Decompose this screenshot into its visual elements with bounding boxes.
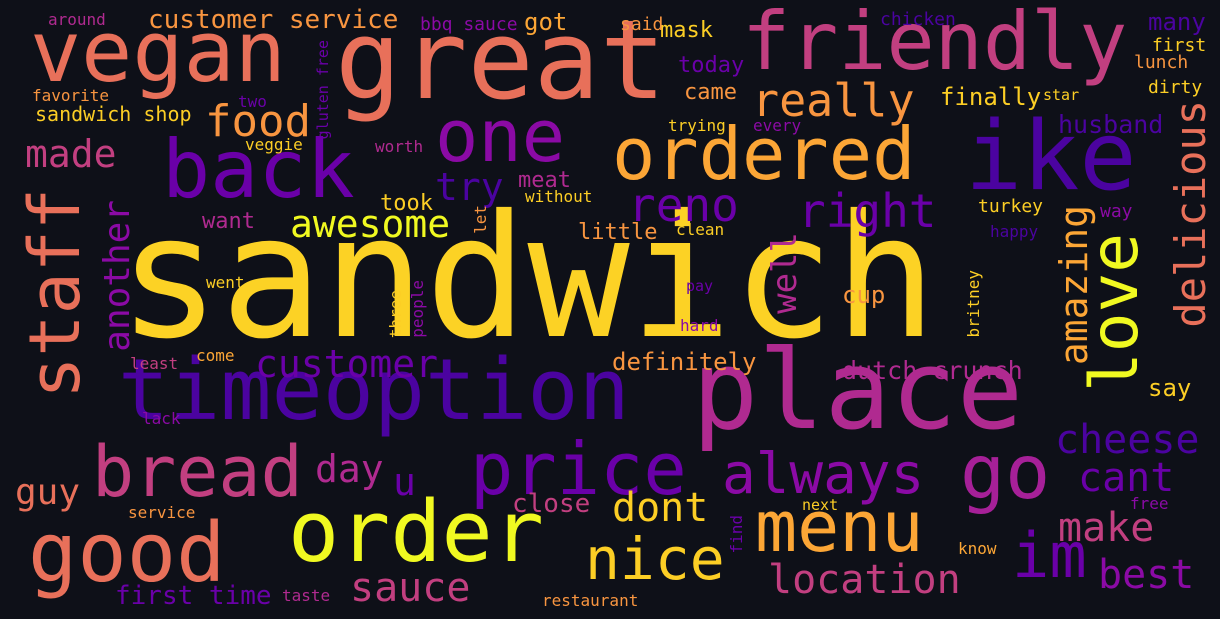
word-vegan: vegan xyxy=(30,3,286,102)
word-dont: dont xyxy=(612,485,709,531)
word-well: well xyxy=(765,232,805,314)
word-star: star xyxy=(1043,86,1080,104)
word-next: next xyxy=(802,496,839,514)
word-first-time: first time xyxy=(115,581,272,611)
word-around: around xyxy=(48,10,106,29)
word-restaurant: restaurant xyxy=(542,591,639,610)
word-hard: hard xyxy=(680,316,719,335)
word-guy: guy xyxy=(15,472,81,513)
word-make: make xyxy=(1058,505,1155,551)
word-try: try xyxy=(435,165,504,209)
word-got: got xyxy=(524,8,568,36)
word-another: another xyxy=(97,200,138,352)
word-little: little xyxy=(578,220,658,245)
word-first: first xyxy=(1152,35,1207,56)
word-took: took xyxy=(380,191,433,216)
word-meat: meat xyxy=(518,168,571,193)
word-sandwich: sandwich xyxy=(118,179,937,377)
word-service: service xyxy=(128,503,196,522)
word-many: many xyxy=(1148,8,1206,36)
word-two: two xyxy=(238,92,267,111)
word-taste: taste xyxy=(282,586,331,605)
word-went: went xyxy=(206,273,245,292)
word-lunch: lunch xyxy=(1134,52,1189,73)
word-know: know xyxy=(958,539,997,558)
word-dirty: dirty xyxy=(1148,77,1203,98)
word-made: made xyxy=(25,132,117,176)
word-great: great xyxy=(335,0,667,124)
word-people: people xyxy=(408,280,427,338)
word-nice: nice xyxy=(585,525,725,593)
word-cheese: cheese xyxy=(1055,417,1200,463)
word-awesome: awesome xyxy=(290,202,451,246)
word-today: today xyxy=(678,53,745,78)
word-cup: cup xyxy=(842,281,886,309)
word-reno: reno xyxy=(628,178,739,232)
word-back: back xyxy=(162,123,355,216)
word-come: come xyxy=(196,346,235,365)
word-food: food xyxy=(205,96,311,147)
word-ike: ike xyxy=(965,102,1137,212)
word-bbq-sauce: bbq sauce xyxy=(420,14,518,35)
word-ordered: ordered xyxy=(612,112,916,196)
word-came: came xyxy=(684,80,737,105)
word-happy: happy xyxy=(990,222,1039,241)
word-order: order xyxy=(288,483,544,582)
word-clean: clean xyxy=(676,220,725,239)
word-turkey: turkey xyxy=(978,196,1044,217)
word-best: best xyxy=(1098,552,1195,598)
word-friendly: friendly xyxy=(742,0,1128,88)
word-day: day xyxy=(315,447,384,491)
word-say: say xyxy=(1148,374,1192,402)
word-im: im xyxy=(1012,519,1087,592)
word-husband: husband xyxy=(1058,110,1164,139)
word-bread: bread xyxy=(92,431,303,513)
word-pay: pay xyxy=(686,277,714,295)
word-go: go xyxy=(960,428,1051,516)
word-delicious: delicious xyxy=(1166,100,1215,328)
word-customer: customer xyxy=(255,342,439,386)
word-amazing: amazing xyxy=(1052,205,1096,366)
word-said: said xyxy=(620,14,664,35)
word-sandwich-shop: sandwich shop xyxy=(35,102,192,126)
word-worth: worth xyxy=(375,137,424,156)
word-price: price xyxy=(470,427,687,511)
word-good: good xyxy=(28,506,226,601)
word-want: want xyxy=(202,209,255,234)
word-close: close xyxy=(512,489,591,519)
word-veggie: veggie xyxy=(245,135,303,154)
word-one: one xyxy=(435,94,566,178)
word-always: always xyxy=(722,442,925,507)
word-staff: staff xyxy=(14,188,96,399)
word-menu: menu xyxy=(755,486,924,568)
word-britney: britney xyxy=(964,270,983,338)
word-chicken: chicken xyxy=(880,9,956,30)
word-sauce: sauce xyxy=(350,565,471,611)
word-find: find xyxy=(727,515,746,554)
word-lack: lack xyxy=(142,409,181,428)
word-u: u xyxy=(393,460,416,504)
word-let: let xyxy=(471,205,490,234)
word-without: without xyxy=(525,187,593,206)
word-definitely: definitely xyxy=(612,348,757,376)
word-every: every xyxy=(753,116,802,135)
word-least: least xyxy=(130,354,179,373)
word-way: way xyxy=(1100,201,1133,222)
word-cant: cant xyxy=(1078,455,1175,501)
word-timeoption: timeoption xyxy=(118,341,630,440)
word-trying: trying xyxy=(668,116,726,135)
word-dutch-crunch: dutch crunch xyxy=(842,356,1023,385)
word-mask: mask xyxy=(660,18,713,43)
word-right: right xyxy=(798,184,937,238)
word-customer-service: customer service xyxy=(148,5,399,35)
word-location: location xyxy=(768,557,961,603)
word-free: free xyxy=(1130,494,1169,513)
word-place: place xyxy=(692,326,1024,454)
word-finally: finally xyxy=(940,83,1042,111)
word-three: three xyxy=(386,290,405,339)
word-favorite: favorite xyxy=(32,86,110,105)
word-gluten-free: gluten free xyxy=(314,40,332,140)
word-really: really xyxy=(752,74,915,127)
